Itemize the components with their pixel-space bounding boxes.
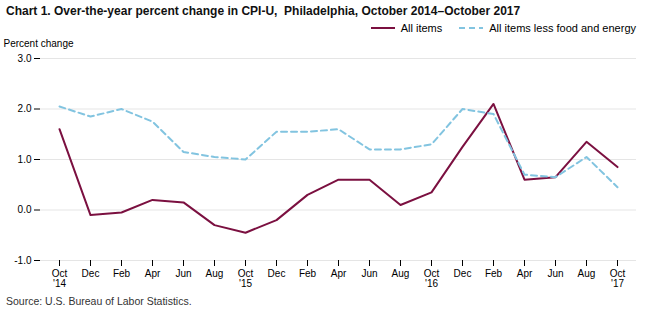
svg-text:0.0: 0.0 <box>18 204 32 215</box>
svg-text:-1.0: -1.0 <box>14 255 32 266</box>
svg-text:Jun: Jun <box>547 268 563 279</box>
html-text:Source: U.S. Bureau of Labor S: Source: U.S. Bureau of Labor Statistics. <box>6 295 192 307</box>
svg-text:Apr: Apr <box>145 268 161 279</box>
svg-text:Aug: Aug <box>206 268 224 279</box>
html-text:All items: All items <box>400 22 443 34</box>
svg-text:Jun: Jun <box>361 268 377 279</box>
html-text:Chart 1. Over-the-year percent: Chart 1. Over-the-year percent change in… <box>6 4 521 18</box>
svg-text:Apr: Apr <box>331 268 347 279</box>
svg-text:Dec: Dec <box>454 268 472 279</box>
svg-text:Jun: Jun <box>175 268 191 279</box>
svg-text:Feb: Feb <box>299 268 317 279</box>
svg-text:Oct'15: Oct'15 <box>238 268 254 289</box>
svg-text:Percent change: Percent change <box>4 38 74 49</box>
svg-text:Oct'16: Oct'16 <box>424 268 440 289</box>
html-text:All items less food and energy: All items less food and energy <box>489 22 636 34</box>
svg-text:Dec: Dec <box>82 268 100 279</box>
svg-text:1.0: 1.0 <box>18 154 32 165</box>
svg-text:Aug: Aug <box>392 268 410 279</box>
svg-text:Apr: Apr <box>517 268 533 279</box>
svg-text:Oct'14: Oct'14 <box>52 268 68 289</box>
svg-text:Aug: Aug <box>578 268 596 279</box>
svg-text:Oct'17: Oct'17 <box>610 268 626 289</box>
svg-text:Feb: Feb <box>485 268 503 279</box>
svg-text:2.0: 2.0 <box>18 103 32 114</box>
svg-text:Feb: Feb <box>113 268 131 279</box>
svg-text:3.0: 3.0 <box>18 53 32 64</box>
svg-text:Dec: Dec <box>268 268 286 279</box>
